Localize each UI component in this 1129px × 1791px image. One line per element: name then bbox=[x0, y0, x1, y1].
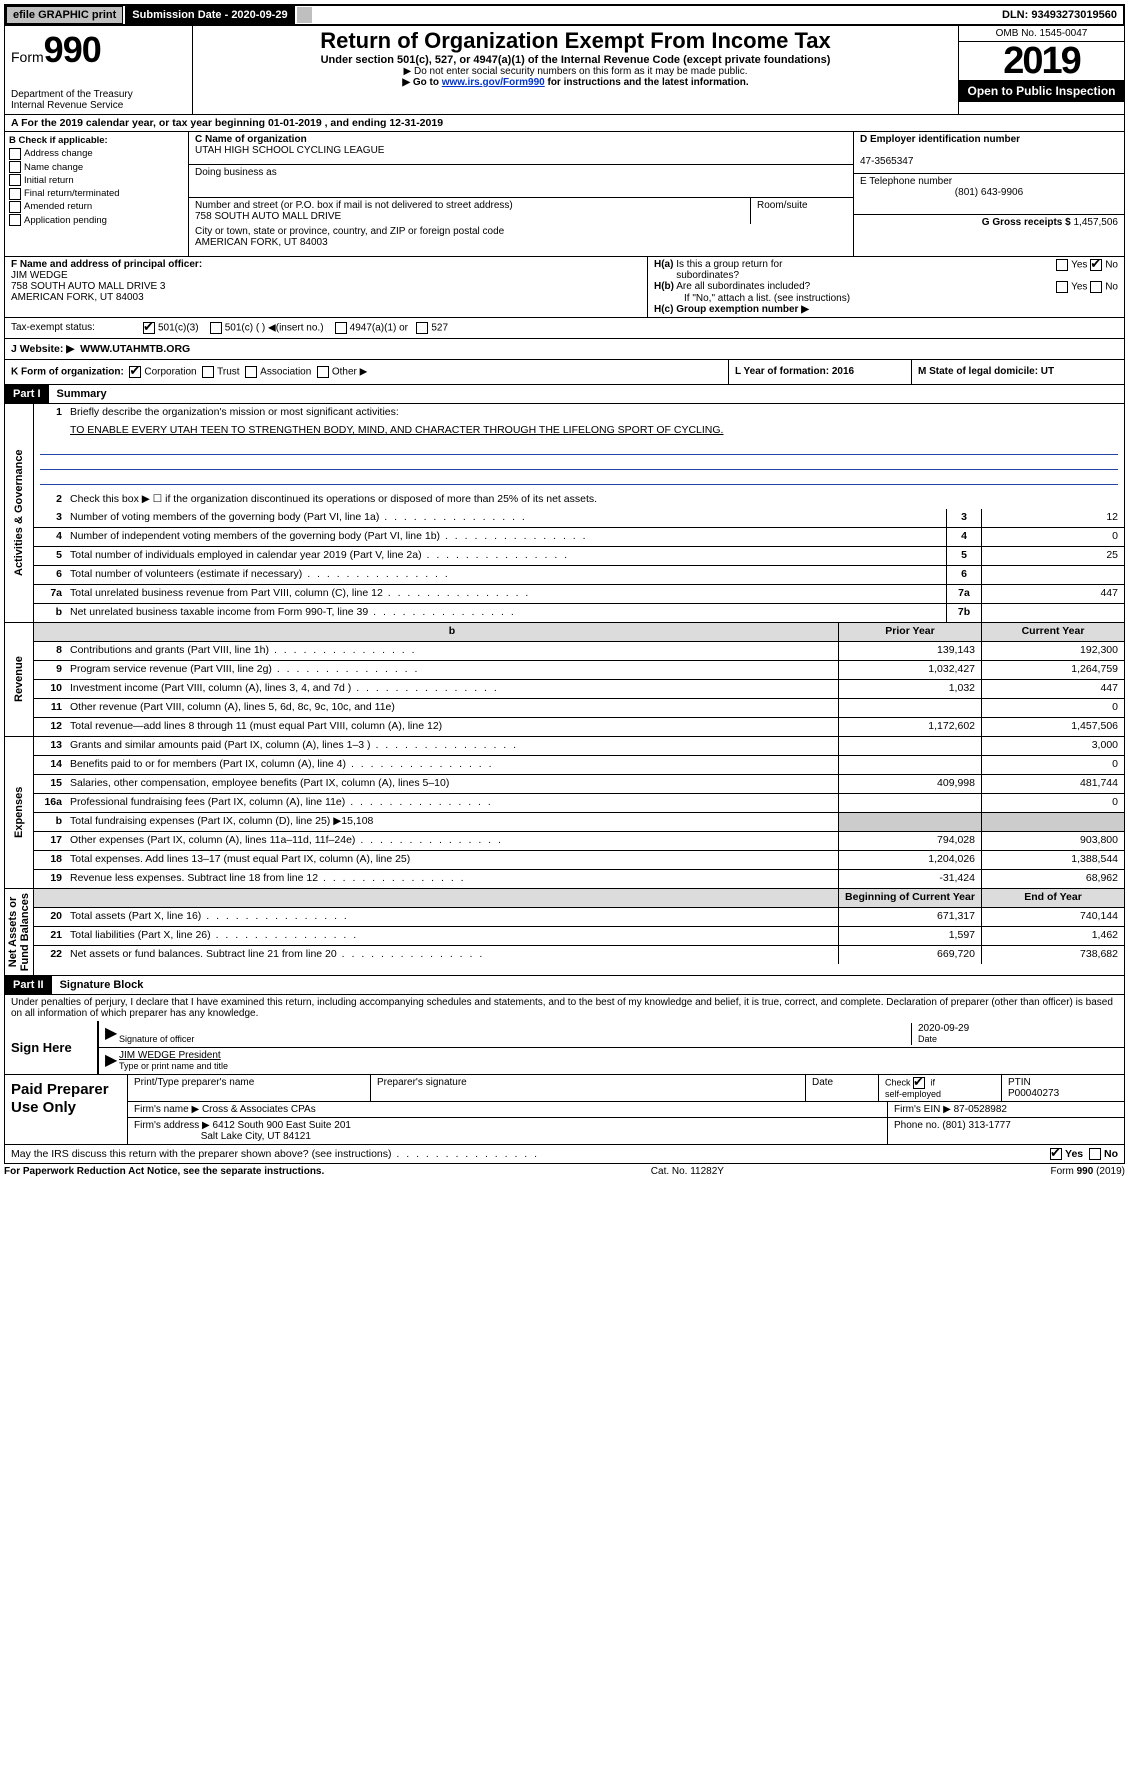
addr-lbl: Number and street (or P.O. box if mail i… bbox=[195, 200, 513, 211]
note2: ▶ Go to www.irs.gov/Form990 for instruct… bbox=[195, 77, 956, 88]
city: AMERICAN FORK, UT 84003 bbox=[195, 237, 328, 248]
part2-bar: Part II Signature Block bbox=[4, 976, 1125, 995]
tel-lbl: E Telephone number bbox=[860, 176, 952, 187]
form-prefix: Form bbox=[11, 49, 44, 65]
ein-lbl: D Employer identification number bbox=[860, 134, 1020, 145]
row-fh: F Name and address of principal officer:… bbox=[4, 257, 1125, 318]
topbar: efile GRAPHIC print Submission Date - 20… bbox=[4, 4, 1125, 26]
form-title: Return of Organization Exempt From Incom… bbox=[195, 28, 956, 54]
vtab-exp: Expenses bbox=[5, 737, 34, 888]
footer: For Paperwork Reduction Act Notice, see … bbox=[4, 1164, 1125, 1179]
paid-preparer: Paid Preparer Use Only bbox=[5, 1075, 128, 1144]
mission: TO ENABLE EVERY UTAH TEEN TO STRENGTHEN … bbox=[70, 424, 723, 436]
year-formation: L Year of formation: 2016 bbox=[735, 366, 854, 377]
row-klm: K Form of organization: Corporation Trus… bbox=[4, 360, 1125, 385]
vtab-gov: Activities & Governance bbox=[5, 404, 34, 622]
dba-lbl: Doing business as bbox=[195, 167, 277, 178]
vtab-rev: Revenue bbox=[5, 623, 34, 736]
row-web: J Website: ▶ WWW.UTAHMTB.ORG bbox=[4, 339, 1125, 360]
efile-btn[interactable]: efile GRAPHIC print bbox=[6, 6, 123, 24]
note1: ▶ Do not enter social security numbers o… bbox=[195, 66, 956, 77]
room-lbl: Room/suite bbox=[757, 200, 808, 211]
part1-bar: Part I Summary bbox=[4, 385, 1125, 404]
submission-btn[interactable]: Submission Date - 2020-09-29 bbox=[125, 6, 294, 24]
part2-title: Signature Block bbox=[52, 976, 152, 994]
discuss-row: May the IRS discuss this return with the… bbox=[4, 1145, 1125, 1164]
state-domicile: M State of legal domicile: UT bbox=[918, 366, 1054, 377]
row-tax: Tax-exempt status: 501(c)(3) 501(c) ( ) … bbox=[4, 318, 1125, 339]
open-public: Open to Public Inspection bbox=[959, 80, 1124, 102]
org-name: UTAH HIGH SCHOOL CYCLING LEAGUE bbox=[195, 145, 384, 156]
topbar-spacer bbox=[297, 7, 312, 23]
summary: Activities & Governance 1Briefly describ… bbox=[4, 404, 1125, 623]
row-a: A For the 2019 calendar year, or tax yea… bbox=[4, 115, 1125, 132]
header: Form990 Department of the Treasury Inter… bbox=[4, 26, 1125, 115]
dept: Department of the Treasury Internal Reve… bbox=[11, 89, 186, 111]
col-c: C Name of organization UTAH HIGH SCHOOL … bbox=[189, 132, 854, 256]
website: WWW.UTAHMTB.ORG bbox=[80, 343, 190, 355]
col-d: D Employer identification number 47-3565… bbox=[854, 132, 1124, 256]
part1-title: Summary bbox=[49, 385, 115, 403]
preparer: Paid Preparer Use Only Print/Type prepar… bbox=[4, 1075, 1125, 1145]
gross: 1,457,506 bbox=[1074, 217, 1119, 228]
part1-hdr: Part I bbox=[5, 385, 49, 403]
city-lbl: City or town, state or province, country… bbox=[195, 226, 504, 237]
form-number: 990 bbox=[44, 29, 101, 70]
vtab-net: Net Assets or Fund Balances bbox=[5, 889, 34, 975]
tel: (801) 643-9906 bbox=[955, 187, 1023, 198]
subtitle: Under section 501(c), 527, or 4947(a)(1)… bbox=[195, 54, 956, 66]
tax-year: 2019 bbox=[959, 42, 1124, 80]
sig-block: Under penalties of perjury, I declare th… bbox=[4, 995, 1125, 1075]
f-lbl: F Name and address of principal officer: bbox=[11, 259, 202, 270]
gross-lbl: G Gross receipts $ bbox=[982, 217, 1071, 228]
sign-here: Sign Here bbox=[5, 1021, 99, 1074]
dln: DLN: 93493273019560 bbox=[996, 7, 1123, 23]
c-name-lbl: C Name of organization bbox=[195, 134, 307, 145]
col-b: B Check if applicable: Address change Na… bbox=[5, 132, 189, 256]
b-hdr: B Check if applicable: bbox=[9, 135, 108, 146]
irs-link[interactable]: www.irs.gov/Form990 bbox=[442, 77, 545, 88]
block-bcd: B Check if applicable: Address change Na… bbox=[4, 132, 1125, 257]
perjury: Under penalties of perjury, I declare th… bbox=[5, 995, 1124, 1021]
part2-hdr: Part II bbox=[5, 976, 52, 994]
ein: 47-3565347 bbox=[860, 156, 913, 167]
addr: 758 SOUTH AUTO MALL DRIVE bbox=[195, 211, 341, 222]
officer-name: JIM WEDGE bbox=[11, 270, 68, 281]
